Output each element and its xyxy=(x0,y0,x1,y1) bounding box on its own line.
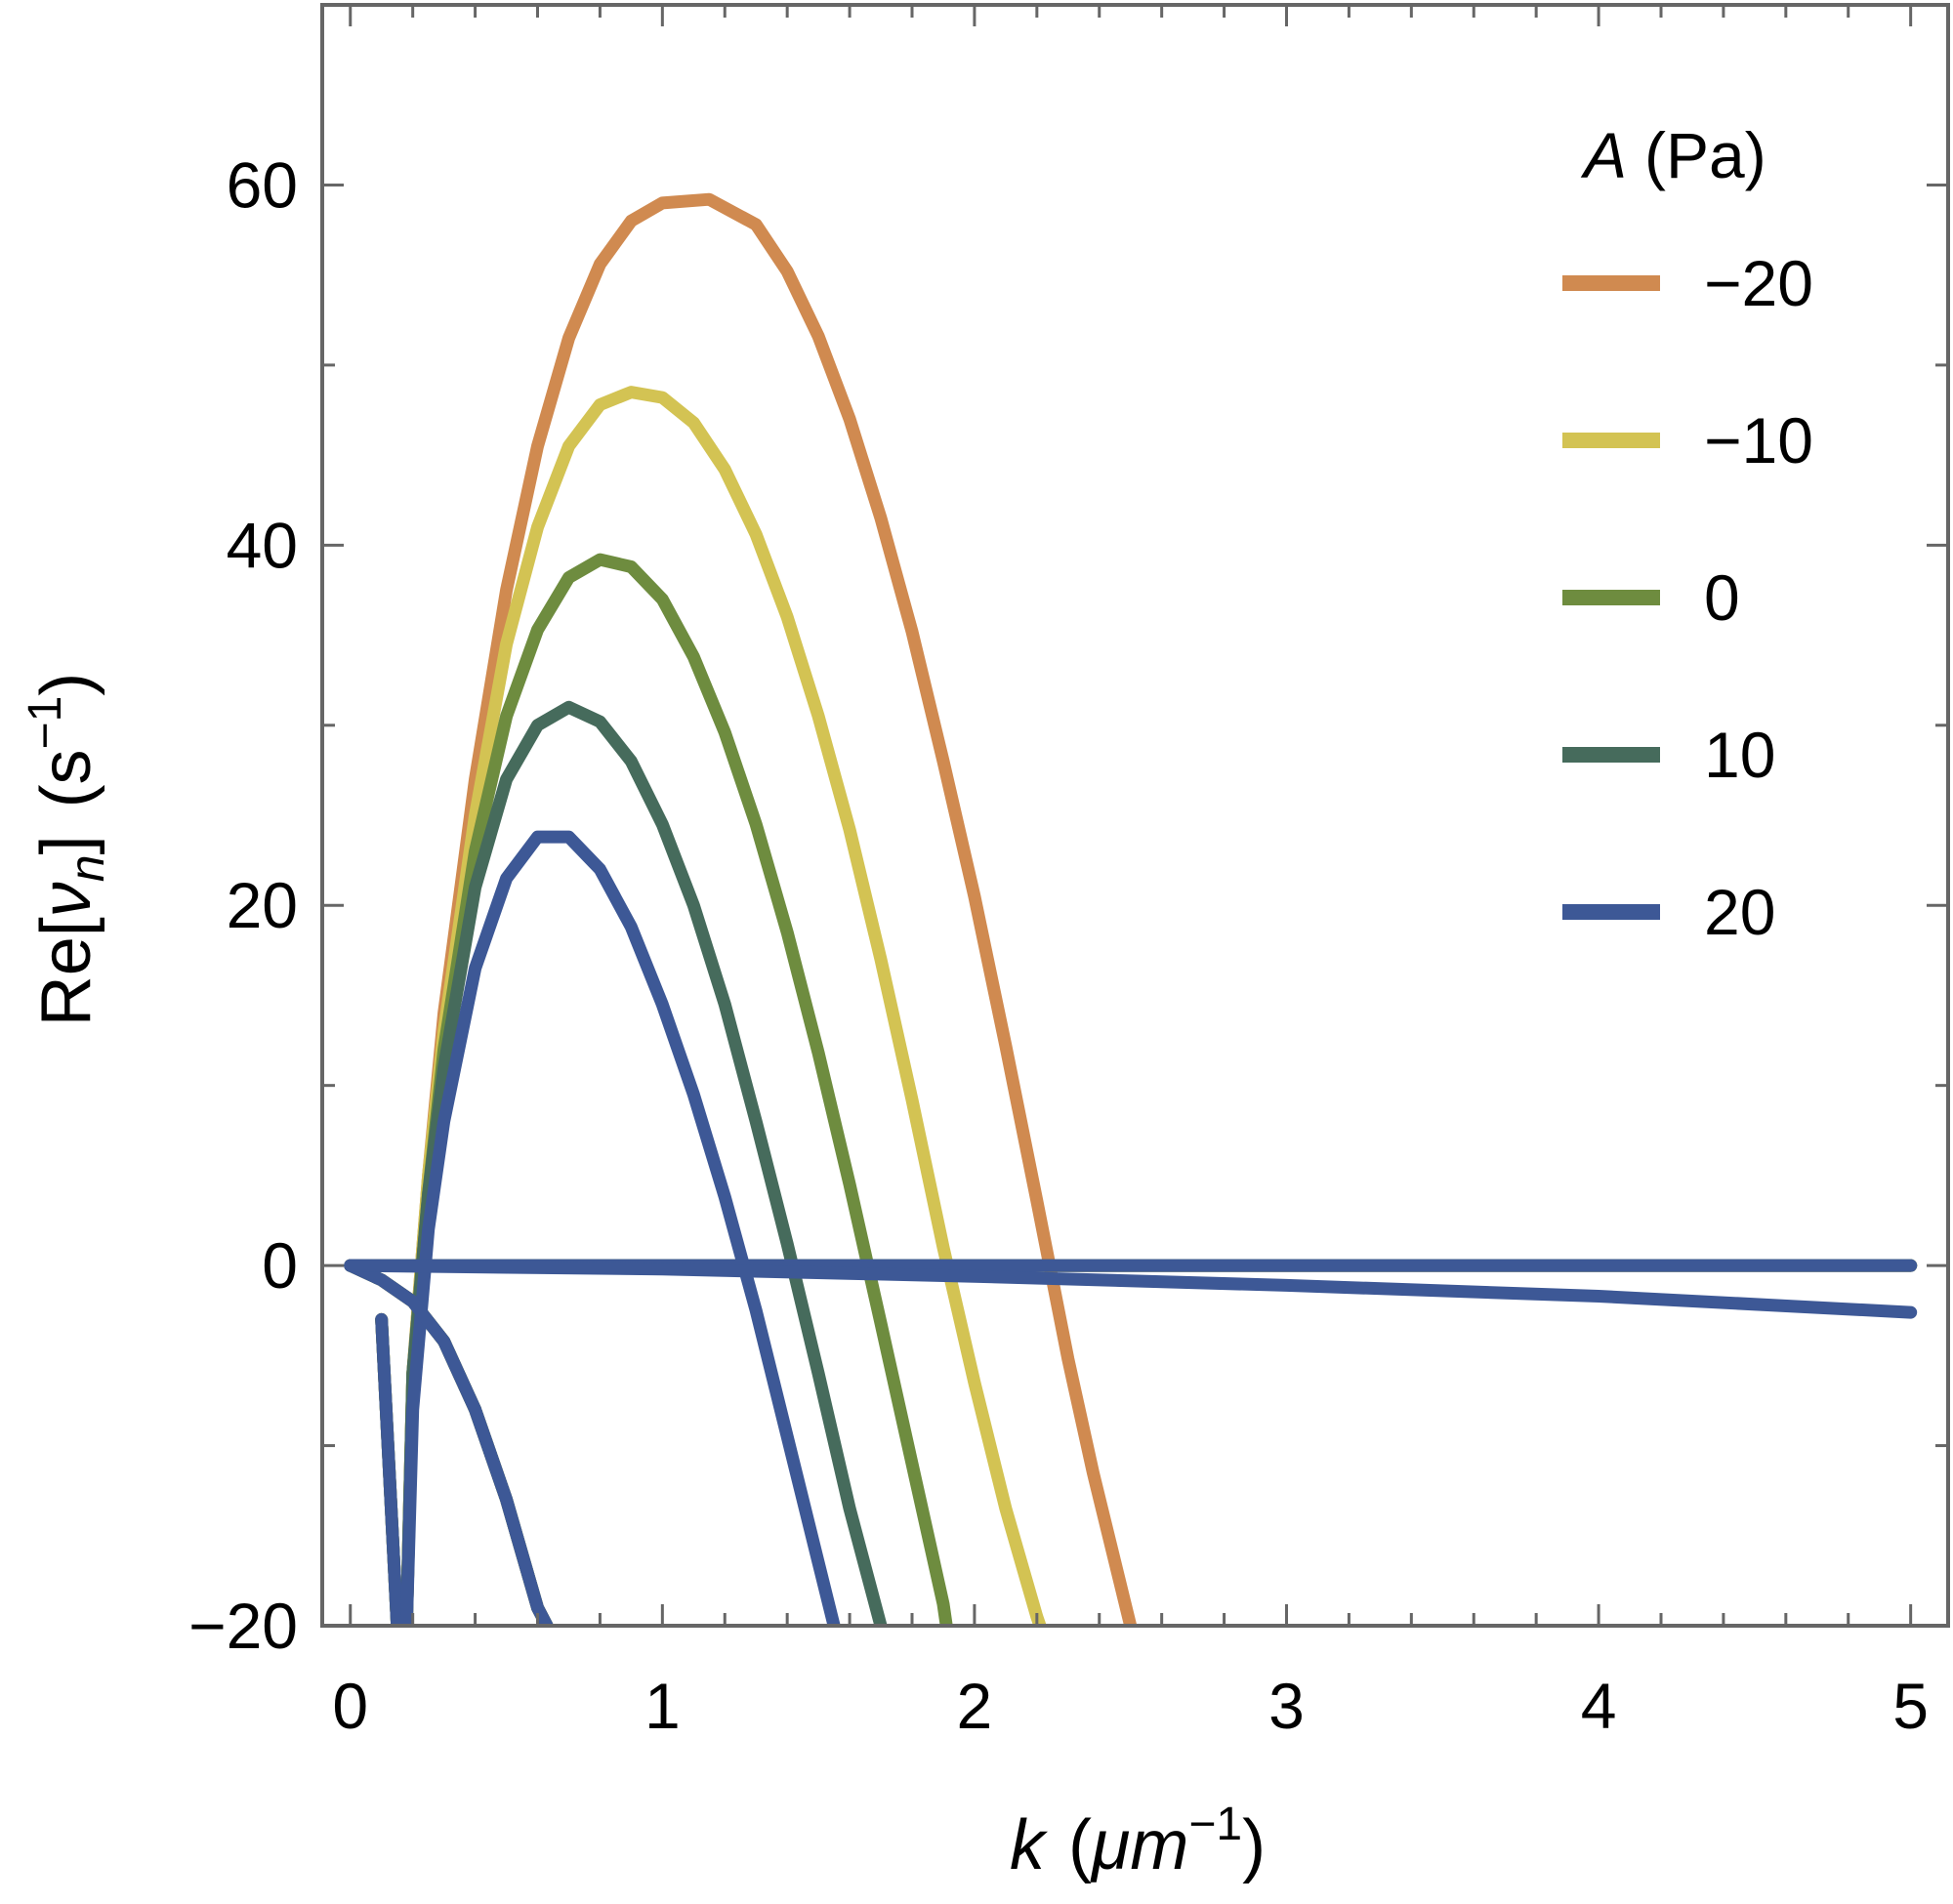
y-tick-label: 60 xyxy=(227,148,298,221)
legend: A (Pa) −20 −10 0 10 20 xyxy=(1562,119,1813,948)
x-tick-label: 3 xyxy=(1268,1670,1305,1742)
y-tick-label: 20 xyxy=(227,869,298,941)
x-tick-label: 2 xyxy=(957,1670,993,1742)
x-tick-label: 1 xyxy=(644,1670,681,1742)
series-0-branch2 xyxy=(399,192,1138,1626)
tick-labels-layer: 0 1 2 3 4 5 −20 0 20 40 60 xyxy=(188,148,1929,1742)
y-tick-label: 40 xyxy=(227,509,298,581)
series-4-branch1 xyxy=(375,1312,404,1626)
legend-label: 10 xyxy=(1704,719,1775,791)
series-4-branch2 xyxy=(399,830,841,1626)
x-axis-title: k (μm−1) xyxy=(1010,1799,1266,1884)
legend-items: −20 −10 0 10 20 xyxy=(1562,247,1813,948)
series-tail-line xyxy=(344,1259,1918,1319)
legend-label: −20 xyxy=(1704,247,1813,319)
series-4-branch3 xyxy=(344,1259,554,1626)
x-tick-label: 0 xyxy=(332,1670,368,1742)
legend-label: 0 xyxy=(1704,561,1740,634)
curves-layer xyxy=(344,192,1918,1626)
x-tick-label: 4 xyxy=(1581,1670,1617,1742)
legend-label: −10 xyxy=(1704,404,1813,476)
ticks-layer xyxy=(322,3,1948,1628)
legend-label: 20 xyxy=(1704,876,1775,948)
y-tick-label: 0 xyxy=(262,1229,298,1302)
legend-title: A (Pa) xyxy=(1580,119,1766,191)
y-axis-title: Re[νn](s−1) xyxy=(20,673,114,1027)
plot-frame xyxy=(320,3,1950,1628)
x-tick-label: 5 xyxy=(1892,1670,1929,1742)
y-tick-label: −20 xyxy=(188,1590,298,1662)
